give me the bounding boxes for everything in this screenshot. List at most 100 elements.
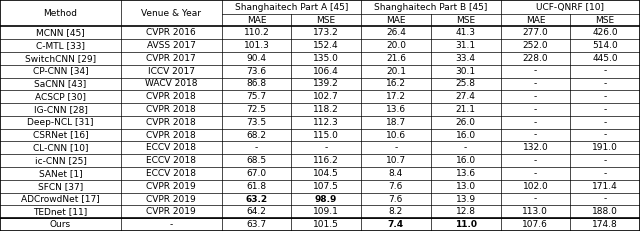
Text: SwitchCNN [29]: SwitchCNN [29] [25,54,96,63]
Text: Method: Method [44,9,77,18]
Text: -: - [534,118,537,127]
Text: CVPR 2018: CVPR 2018 [147,118,196,127]
Text: ECCV 2018: ECCV 2018 [147,169,196,178]
Text: 68.2: 68.2 [246,131,266,140]
Text: 110.2: 110.2 [244,28,269,37]
Text: MSE: MSE [456,16,476,25]
Text: 135.0: 135.0 [313,54,339,63]
Text: 33.4: 33.4 [456,54,476,63]
Text: ACSCP [30]: ACSCP [30] [35,92,86,101]
Text: MAE: MAE [525,16,545,25]
Text: 8.4: 8.4 [388,169,403,178]
Text: CSRNet [16]: CSRNet [16] [33,131,88,140]
Text: -: - [534,169,537,178]
Text: -: - [324,143,328,152]
Text: 109.1: 109.1 [313,207,339,216]
Text: 152.4: 152.4 [314,41,339,50]
Text: CVPR 2018: CVPR 2018 [147,92,196,101]
Text: ADCrowdNet [17]: ADCrowdNet [17] [21,195,100,204]
Text: 72.5: 72.5 [246,105,266,114]
Text: 7.6: 7.6 [388,195,403,204]
Text: -: - [604,105,607,114]
Text: AVSS 2017: AVSS 2017 [147,41,196,50]
Text: 188.0: 188.0 [592,207,618,216]
Text: ICCV 2017: ICCV 2017 [148,67,195,76]
Text: 174.8: 174.8 [592,220,618,229]
Text: 31.1: 31.1 [456,41,476,50]
Text: 113.0: 113.0 [522,207,548,216]
Text: 252.0: 252.0 [523,41,548,50]
Text: C-MTL [33]: C-MTL [33] [36,41,85,50]
Text: 21.6: 21.6 [386,54,406,63]
Text: -: - [394,143,397,152]
Text: 17.2: 17.2 [386,92,406,101]
Text: CVPR 2019: CVPR 2019 [147,195,196,204]
Text: 8.2: 8.2 [388,207,403,216]
Text: 7.4: 7.4 [388,220,404,229]
Text: 41.3: 41.3 [456,28,476,37]
Text: Ours: Ours [50,220,71,229]
Text: CVPR 2018: CVPR 2018 [147,131,196,140]
Text: 25.8: 25.8 [456,79,476,88]
Text: 107.6: 107.6 [522,220,548,229]
Text: -: - [534,195,537,204]
Text: 10.6: 10.6 [386,131,406,140]
Text: 27.4: 27.4 [456,92,476,101]
Text: 191.0: 191.0 [592,143,618,152]
Text: 68.5: 68.5 [246,156,266,165]
Text: -: - [534,156,537,165]
Text: 61.8: 61.8 [246,182,266,191]
Text: 67.0: 67.0 [246,169,266,178]
Text: SFCN [37]: SFCN [37] [38,182,83,191]
Text: -: - [534,105,537,114]
Text: MAE: MAE [386,16,406,25]
Text: 115.0: 115.0 [313,131,339,140]
Text: WACV 2018: WACV 2018 [145,79,198,88]
Text: TEDnet [11]: TEDnet [11] [33,207,88,216]
Text: SaCNN [43]: SaCNN [43] [35,79,86,88]
Text: 13.0: 13.0 [456,182,476,191]
Text: -: - [464,143,467,152]
Text: 64.2: 64.2 [246,207,266,216]
Text: MSE: MSE [317,16,336,25]
Text: -: - [604,169,607,178]
Text: 63.2: 63.2 [245,195,268,204]
Text: 173.2: 173.2 [313,28,339,37]
Text: ECCV 2018: ECCV 2018 [147,156,196,165]
Text: CVPR 2017: CVPR 2017 [147,54,196,63]
Text: -: - [604,67,607,76]
Text: 86.8: 86.8 [246,79,266,88]
Text: 102.7: 102.7 [313,92,339,101]
Text: 101.5: 101.5 [313,220,339,229]
Text: ECCV 2018: ECCV 2018 [147,143,196,152]
Text: 228.0: 228.0 [523,54,548,63]
Text: CVPR 2019: CVPR 2019 [147,182,196,191]
Text: Venue & Year: Venue & Year [141,9,202,18]
Text: 18.7: 18.7 [386,118,406,127]
Text: 107.5: 107.5 [313,182,339,191]
Text: 73.5: 73.5 [246,118,266,127]
Text: CVPR 2016: CVPR 2016 [147,28,196,37]
Text: CP-CNN [34]: CP-CNN [34] [33,67,88,76]
Text: 16.2: 16.2 [386,79,406,88]
Text: -: - [604,195,607,204]
Text: 10.7: 10.7 [386,156,406,165]
Text: 7.6: 7.6 [388,182,403,191]
Text: 98.9: 98.9 [315,195,337,204]
Text: MAE: MAE [246,16,266,25]
Text: 90.4: 90.4 [246,54,266,63]
Text: CVPR 2018: CVPR 2018 [147,105,196,114]
Text: 16.0: 16.0 [456,156,476,165]
Text: 21.1: 21.1 [456,105,476,114]
Text: 30.1: 30.1 [456,67,476,76]
Text: -: - [170,220,173,229]
Text: 73.6: 73.6 [246,67,266,76]
Text: 116.2: 116.2 [313,156,339,165]
Text: Deep-NCL [31]: Deep-NCL [31] [28,118,94,127]
Text: 13.9: 13.9 [456,195,476,204]
Text: 13.6: 13.6 [456,169,476,178]
Text: -: - [534,67,537,76]
Text: 132.0: 132.0 [522,143,548,152]
Text: 106.4: 106.4 [313,67,339,76]
Text: MCNN [45]: MCNN [45] [36,28,85,37]
